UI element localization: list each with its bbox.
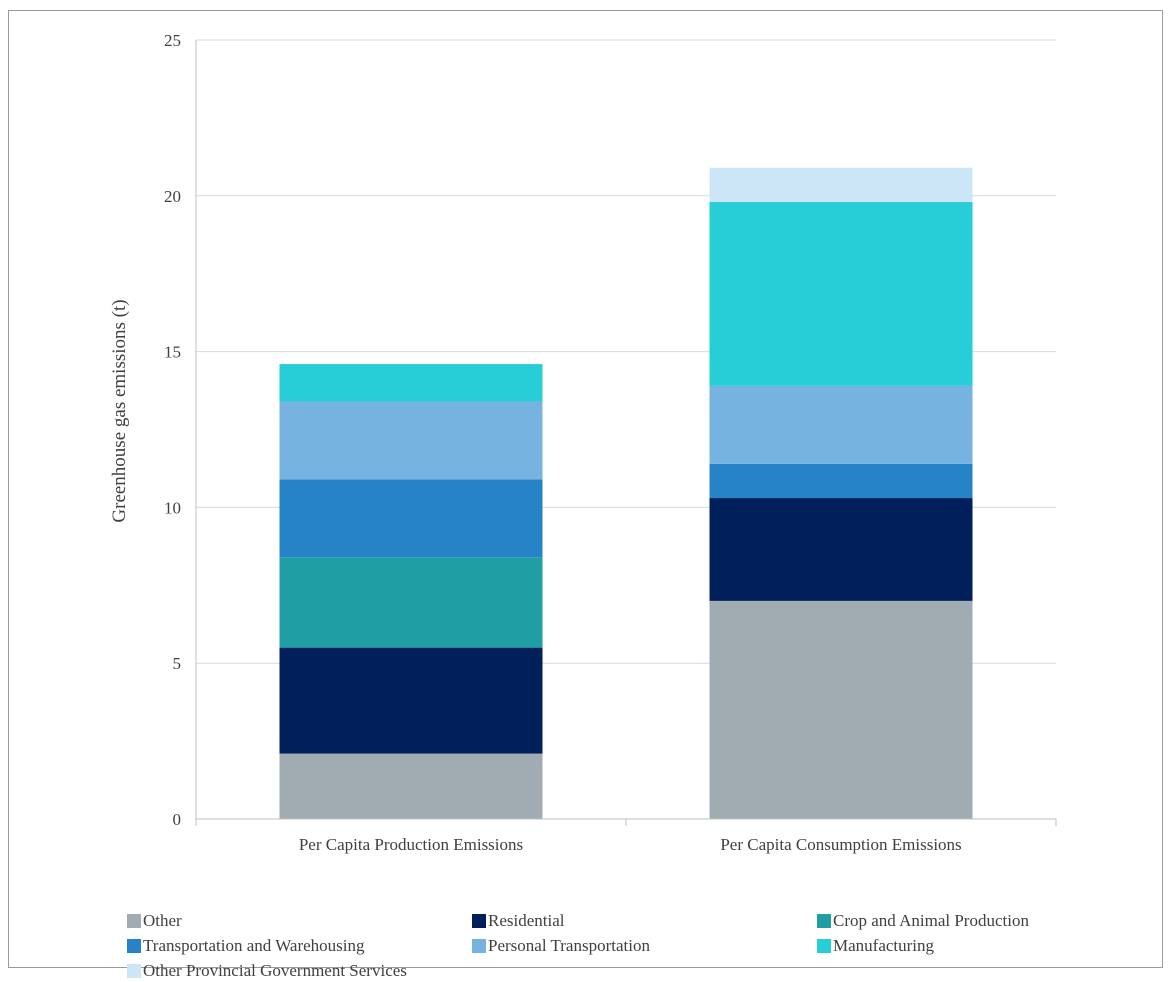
bar-segment-personal-transportation [279, 401, 543, 480]
legend-label: Personal Transportation [488, 935, 650, 955]
bar-segment-residential [279, 647, 543, 754]
bar-segment-other-provincial-government-services [709, 167, 973, 203]
legend-swatch [127, 913, 141, 928]
legend-item: Personal Transportation [472, 934, 817, 957]
legend-item: Residential [472, 909, 817, 932]
legend: Other Residential Crop and Animal Producti… [127, 909, 1077, 982]
legend-label: Other Provincial Government Services [143, 960, 407, 980]
y-tick-label: 15 [164, 343, 181, 362]
legend-item: Transportation and Warehousing [127, 934, 472, 957]
y-tick-label: 0 [173, 810, 182, 829]
y-tick-label: 25 [164, 31, 181, 50]
legend-swatch [817, 938, 831, 953]
axes: 0 5 10 15 20 25 Per Capita Production Emission… [164, 31, 1057, 854]
legend-swatch [127, 963, 141, 978]
legend-item: Other [127, 909, 472, 932]
bar-segment-residential [709, 498, 973, 601]
bar-segment-other [279, 753, 543, 819]
legend-swatch [472, 913, 486, 928]
legend-item: Manufacturing [817, 934, 1077, 957]
legend-item: Crop and Animal Production [817, 909, 1077, 932]
bar-segment-transportation-and-warehousing [279, 479, 543, 558]
bar-segment-personal-transportation [709, 385, 973, 464]
legend-label: Residential [488, 910, 565, 930]
bar-segment-crop-and-animal-production [279, 557, 543, 648]
y-tick-label: 10 [164, 498, 181, 517]
bar-segment-other [709, 600, 973, 819]
y-tick-label: 5 [173, 654, 182, 673]
y-tick-label: 20 [164, 187, 181, 206]
bar-segment-transportation-and-warehousing [709, 463, 973, 499]
x-category-label: Per Capita Consumption Emissions [720, 835, 961, 854]
bar-segment-manufacturing [709, 202, 973, 386]
x-category-label: Per Capita Production Emissions [299, 835, 523, 854]
legend-label: Other [143, 910, 182, 930]
legend-swatch [127, 938, 141, 953]
legend-label: Transportation and Warehousing [143, 935, 365, 955]
bar-segment-manufacturing [279, 364, 543, 402]
legend-label: Manufacturing [833, 935, 935, 955]
legend-swatch [472, 938, 486, 953]
bars [279, 167, 973, 819]
legend-item: Other Provincial Government Services [127, 959, 472, 982]
y-axis-title: Greenhouse gas emissions (t) [109, 299, 130, 522]
chart-frame: 0 5 10 15 20 25 Per Capita Production Emission… [8, 10, 1163, 980]
legend-swatch [817, 913, 831, 928]
chart-svg: 0 5 10 15 20 25 Per Capita Production Emission… [109, 31, 1057, 854]
legend-label: Crop and Animal Production [833, 910, 1029, 930]
